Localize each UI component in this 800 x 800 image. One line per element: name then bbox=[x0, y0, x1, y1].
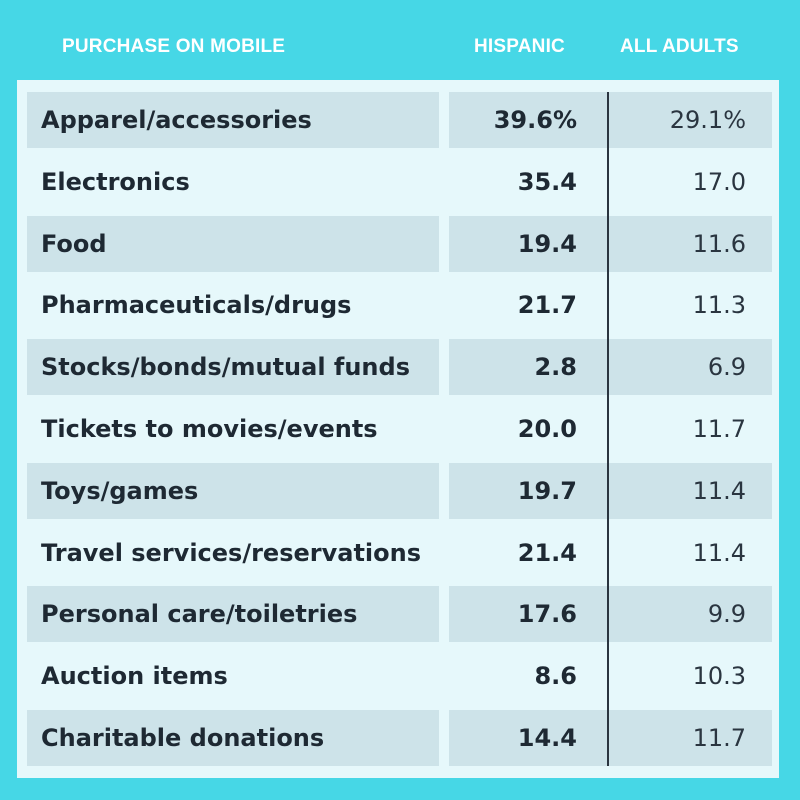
row-label: Charitable donations bbox=[27, 710, 439, 766]
row-label: Pharmaceuticals/drugs bbox=[41, 291, 352, 320]
table-row: Travel services/reservations 21.4 11.4 bbox=[27, 525, 772, 581]
data-table: Apparel/accessories 39.6% 29.1% Electronics… bbox=[17, 80, 779, 778]
row-label: Personal care/toiletries bbox=[27, 586, 439, 643]
all-adults-value: 11.3 bbox=[692, 291, 746, 320]
hispanic-value: 17.6 bbox=[449, 586, 607, 643]
row-label: Apparel/accessories bbox=[27, 92, 439, 148]
row-label: Food bbox=[27, 215, 439, 272]
all-adults-value: 11.7 bbox=[692, 415, 746, 443]
all-adults-value: 11.6 bbox=[609, 215, 772, 272]
all-adults-value: 11.4 bbox=[692, 538, 746, 567]
hispanic-value: 39.6% bbox=[449, 92, 607, 148]
table-row: Apparel/accessories 39.6% 29.1% bbox=[27, 92, 772, 148]
column-divider bbox=[607, 92, 609, 766]
all-adults-value: 11.7 bbox=[609, 710, 772, 766]
table-row: Personal care/toiletries 17.6 9.9 bbox=[27, 586, 772, 643]
all-adults-value: 29.1% bbox=[609, 92, 772, 148]
row-label: Travel services/reservations bbox=[41, 538, 422, 567]
row-label: Tickets to movies/events bbox=[41, 415, 378, 443]
all-adults-value: 11.4 bbox=[609, 462, 772, 519]
hispanic-value: 35.4 bbox=[517, 167, 577, 196]
hispanic-value: 14.4 bbox=[449, 710, 607, 766]
table-row: Electronics 35.4 17.0 bbox=[27, 154, 772, 210]
table-row: Charitable donations 14.4 11.7 bbox=[27, 710, 772, 766]
hispanic-value: 21.4 bbox=[517, 538, 577, 567]
all-adults-value: 9.9 bbox=[609, 586, 772, 643]
hispanic-value: 20.0 bbox=[517, 415, 577, 443]
table-row: Stocks/bonds/mutual funds 2.8 6.9 bbox=[27, 339, 772, 396]
hispanic-value: 21.7 bbox=[517, 291, 577, 320]
header-all-adults: ALL ADULTS bbox=[620, 36, 739, 57]
row-label: Auction items bbox=[41, 662, 228, 691]
header-purchase-on-mobile: PURCHASE ON MOBILE bbox=[62, 36, 286, 57]
table-row: Auction items 8.6 10.3 bbox=[27, 648, 772, 704]
header-hispanic: HISPANIC bbox=[474, 36, 565, 57]
table-row: Toys/games 19.7 11.4 bbox=[27, 462, 772, 519]
table-header: PURCHASE ON MOBILE HISPANIC ALL ADULTS bbox=[0, 0, 800, 78]
hispanic-value: 19.7 bbox=[449, 462, 607, 519]
table-row: Tickets to movies/events 20.0 11.7 bbox=[27, 401, 772, 457]
table-row: Pharmaceuticals/drugs 21.7 11.3 bbox=[27, 277, 772, 333]
row-label: Toys/games bbox=[27, 462, 439, 519]
row-label: Electronics bbox=[41, 167, 190, 196]
table-row: Food 19.4 11.6 bbox=[27, 215, 772, 272]
all-adults-value: 6.9 bbox=[609, 339, 772, 396]
hispanic-value: 8.6 bbox=[534, 662, 577, 691]
row-label: Stocks/bonds/mutual funds bbox=[27, 339, 439, 396]
all-adults-value: 17.0 bbox=[692, 167, 746, 196]
hispanic-value: 2.8 bbox=[449, 339, 607, 396]
all-adults-value: 10.3 bbox=[692, 662, 746, 691]
hispanic-value: 19.4 bbox=[449, 215, 607, 272]
